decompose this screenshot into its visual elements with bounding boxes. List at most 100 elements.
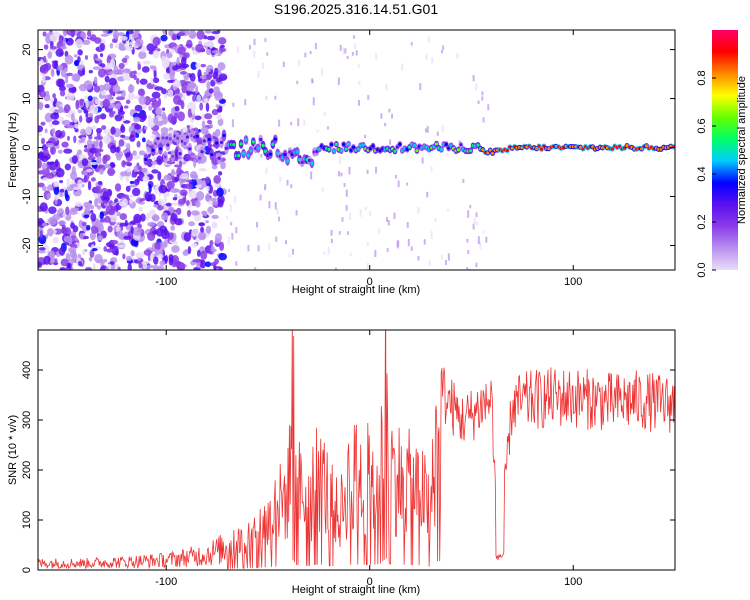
spectral-speckle: [298, 59, 301, 67]
spectral-blob: [42, 186, 48, 192]
spectral-speckle: [375, 166, 378, 174]
spectral-blob: [179, 173, 189, 180]
spectrogram-x-label: Height of straight line (km): [292, 284, 420, 296]
spectral-blob: [104, 215, 111, 223]
spectral-speckle: [265, 167, 268, 174]
spectral-speckle: [226, 215, 229, 220]
spectral-blob: [85, 116, 92, 124]
spectral-speckle: [359, 209, 362, 217]
spectral-blob: [48, 216, 57, 226]
spectral-blob: [200, 63, 207, 68]
spectral-speckle: [366, 262, 369, 270]
spectral-blob: [188, 190, 197, 199]
spectral-blob: [93, 136, 103, 140]
spectral-blob: [102, 135, 112, 144]
spectral-blob: [169, 70, 175, 80]
spectral-blob: [70, 171, 78, 181]
spectral-blob: [129, 194, 136, 198]
spectral-blob: [186, 124, 191, 129]
spectral-speckle: [389, 139, 392, 145]
spectral-blob: [67, 262, 72, 269]
spectral-ridge-core: [161, 136, 165, 140]
spectral-blob: [195, 85, 199, 94]
spectral-blob: [85, 125, 92, 136]
spectral-blob: [54, 258, 58, 266]
spectral-blob: [74, 123, 79, 129]
spectral-blob: [55, 130, 63, 138]
spectral-speckle: [321, 187, 324, 192]
spectral-blob: [117, 32, 125, 37]
spectral-blob: [45, 90, 50, 97]
spectral-blob: [131, 187, 141, 197]
spectral-speckle: [417, 255, 420, 261]
spectral-blob: [186, 39, 193, 49]
spectral-blob: [142, 261, 148, 270]
snr-x-tick-label: 100: [564, 576, 582, 588]
spectral-speckle: [386, 248, 389, 252]
spectral-speckle: [421, 157, 424, 164]
spectral-blob: [191, 228, 200, 237]
spectral-speckle: [326, 126, 329, 130]
spectral-blob: [138, 51, 147, 60]
spectral-blob: [143, 249, 153, 256]
colorbar-tick-label: 0.8: [696, 70, 708, 85]
spectral-blob: [117, 244, 127, 248]
spectral-blob: [219, 241, 225, 252]
spectral-blob: [190, 61, 198, 70]
spectral-blob: [51, 120, 60, 126]
spectral-blob: [184, 183, 193, 190]
spectral-blob: [110, 264, 116, 270]
spectral-blob: [191, 46, 195, 51]
snr-y-tick-label: 400: [21, 361, 33, 379]
spectral-speckle: [351, 52, 354, 56]
spectral-speckle: [481, 91, 484, 96]
spectral-blob: [38, 250, 46, 254]
spectral-blob: [38, 125, 44, 133]
spectral-blob: [117, 68, 125, 75]
spectral-ridge-core: [207, 137, 211, 141]
spectral-ridge-core: [344, 147, 348, 151]
spectral-blob: [98, 164, 103, 170]
spectral-blob: [141, 167, 148, 173]
snr-panel: -100 0 100 0 100 200 300 400 Height of straigh…: [7, 329, 676, 596]
spectral-blob: [112, 84, 121, 93]
spectral-speckle: [482, 230, 485, 234]
spectral-blob: [74, 237, 79, 241]
spectral-blob: [130, 134, 134, 139]
spectral-speckle: [253, 50, 256, 59]
spectral-speckle: [330, 229, 333, 236]
spectral-blob: [77, 179, 83, 190]
spectral-blob: [103, 258, 108, 263]
snr-marks: [38, 330, 675, 570]
spectral-speckle: [424, 128, 427, 133]
spectral-speckle: [276, 208, 279, 215]
spectral-blob: [186, 200, 190, 206]
spectral-speckle: [227, 236, 230, 245]
snr-y-label: SNR (10 * v/v): [7, 415, 19, 485]
spectral-blob: [61, 120, 65, 125]
spectral-ridge-core: [222, 133, 226, 138]
spectral-blob: [163, 195, 167, 204]
spectral-blob: [209, 250, 213, 255]
spectral-speckle: [247, 244, 250, 252]
spectral-speckle: [229, 204, 232, 212]
spectral-blob: [188, 221, 195, 227]
spectral-speckle: [426, 191, 429, 198]
spectral-speckle: [355, 50, 358, 56]
snr-y-tick-label: 200: [21, 461, 33, 479]
spectral-blob: [116, 230, 124, 239]
spectral-speckle: [295, 210, 298, 216]
snr-y-tick-label: 100: [21, 511, 33, 529]
spectral-blob: [39, 90, 47, 98]
spectral-ridge-core: [176, 136, 180, 140]
spectral-blob: [96, 114, 101, 120]
spectral-ridge-core: [144, 157, 148, 162]
spectral-blob: [39, 202, 48, 212]
spectral-blob: [89, 249, 95, 258]
spectral-blob: [176, 207, 182, 216]
spectral-blob: [65, 76, 69, 84]
spectral-blob: [194, 184, 202, 188]
spectral-blob: [206, 35, 216, 41]
spectral-speckle: [312, 97, 315, 106]
spectral-speckle: [446, 153, 449, 157]
